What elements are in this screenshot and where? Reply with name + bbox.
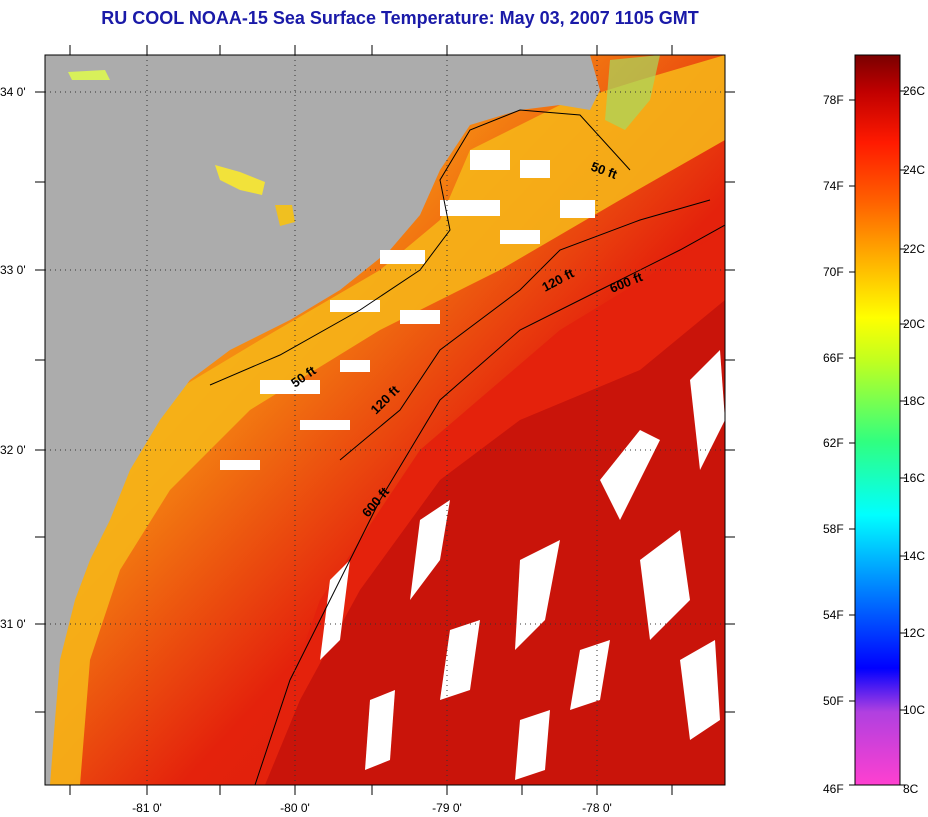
lon-label-80: -80 0'	[280, 801, 310, 815]
colorbar-f-50: 50F	[823, 694, 844, 708]
colorbar	[854, 54, 901, 786]
lat-label-31: 31 0'	[0, 617, 26, 631]
colorbar-f-54: 54F	[823, 608, 844, 622]
island-2	[275, 205, 295, 226]
colorbar-c-14: 14C	[903, 549, 925, 563]
colorbar-c-22: 22C	[903, 242, 925, 256]
colorbar-f-58: 58F	[823, 522, 844, 536]
land	[45, 55, 600, 785]
cloud-patch	[605, 55, 660, 130]
colorbar-c-26: 26C	[903, 84, 925, 98]
map-title: RU COOL NOAA-15 Sea Surface Temperature:…	[101, 8, 699, 28]
isobath-600ft	[254, 224, 725, 785]
colorbar-c-24: 24C	[903, 163, 925, 177]
colorbar-c-20: 20C	[903, 317, 925, 331]
lat-label-34: 34 0'	[0, 85, 26, 99]
colorbar-c-8: 8C	[903, 782, 919, 796]
lat-label-33: 33 0'	[0, 263, 26, 277]
colorbar-c-16: 16C	[903, 471, 925, 485]
colorbar-f-46: 46F	[823, 782, 844, 796]
colorbar-c-18: 18C	[903, 394, 925, 408]
colorbar-f-78: 78F	[823, 93, 844, 107]
island-1	[215, 165, 265, 195]
colorbar-f-62: 62F	[823, 436, 844, 450]
lon-label-78: -78 0'	[582, 801, 612, 815]
colorbar-c-10: 10C	[903, 703, 925, 717]
lon-label-79: -79 0'	[432, 801, 462, 815]
colorbar-f-70: 70F	[823, 265, 844, 279]
colorbar-c-12: 12C	[903, 626, 925, 640]
island-3	[68, 70, 110, 80]
isobath-50ft	[209, 109, 631, 386]
lon-label-81: -81 0'	[132, 801, 162, 815]
isobath-120ft	[339, 199, 711, 461]
cloud-cover	[220, 150, 725, 780]
gulf-stream	[265, 300, 725, 785]
nearshore-water	[45, 55, 725, 785]
lat-label-32: 32 0'	[0, 443, 26, 457]
colorbar-f-74: 74F	[823, 179, 844, 193]
colorbar-f-66: 66F	[823, 351, 844, 365]
map-frame	[44, 54, 726, 786]
